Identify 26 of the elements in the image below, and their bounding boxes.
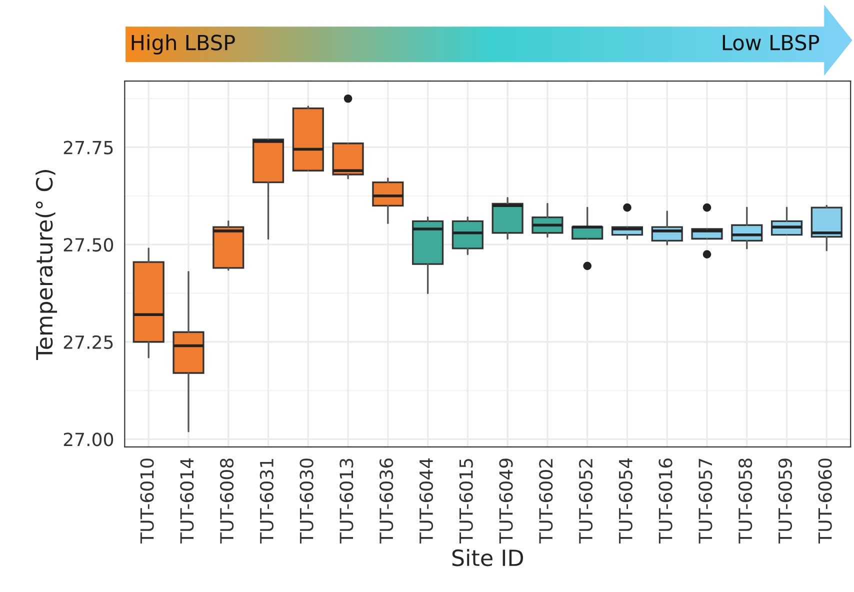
x-tick-label: TUT-6052 — [578, 459, 593, 544]
x-tick-label: TUT-6013 — [340, 458, 354, 544]
text: High LBSP — [132, 34, 235, 54]
x-tick-label: TUT-6015 — [459, 458, 473, 544]
x-tick-label: TUT-6057 — [698, 458, 712, 544]
x-tick-label: TUT-6008 — [220, 458, 234, 544]
y-tick-label: 27.50 — [64, 238, 114, 252]
x-tick-label: TUT-6030 — [300, 458, 314, 544]
y-tick-label: 27.00 — [64, 432, 114, 446]
x-tick-label: TUT-6049 — [499, 458, 513, 544]
y-tick-label: 27.25 — [64, 335, 113, 349]
x-tick-label: TUT-6016 — [658, 458, 672, 544]
x-tick-label: TUT-6058 — [738, 458, 752, 544]
x-tick-label: TUT-6002 — [539, 459, 553, 544]
x-tick-label: TUT-6036 — [380, 458, 394, 544]
x-tick-label: TUT-6044 — [419, 458, 434, 544]
y-axis-title: Temperature(° C) — [36, 170, 58, 360]
x-tick-label: TUT-6010 — [140, 458, 154, 544]
x-tick-label: TUT-6054 — [618, 458, 632, 544]
x-axis-title: Site ID — [452, 549, 524, 566]
x-tick-label: TUT-6060 — [818, 458, 832, 544]
x-tick-label: TUT-6031 — [260, 459, 274, 544]
text: Low LBSP — [722, 34, 820, 50]
x-tick-label: TUT-6014 — [180, 458, 194, 544]
y-tick-label: 27.75 — [64, 140, 113, 154]
x-tick-label: TUT-6059 — [778, 458, 792, 544]
